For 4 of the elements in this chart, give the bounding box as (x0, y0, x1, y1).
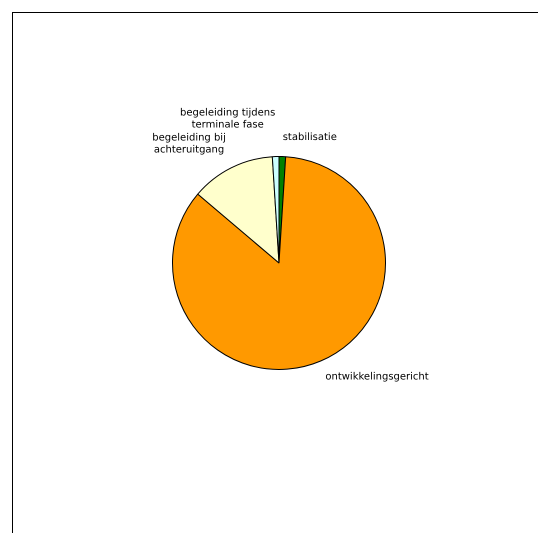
slice-label: ontwikkelingsgericht (325, 372, 429, 383)
slice-label: begeleiding tijdens terminale fase (180, 108, 276, 131)
slice-label: begeleiding bij achteruitgang (152, 132, 226, 156)
slice-label: stabilisatie (282, 132, 337, 144)
